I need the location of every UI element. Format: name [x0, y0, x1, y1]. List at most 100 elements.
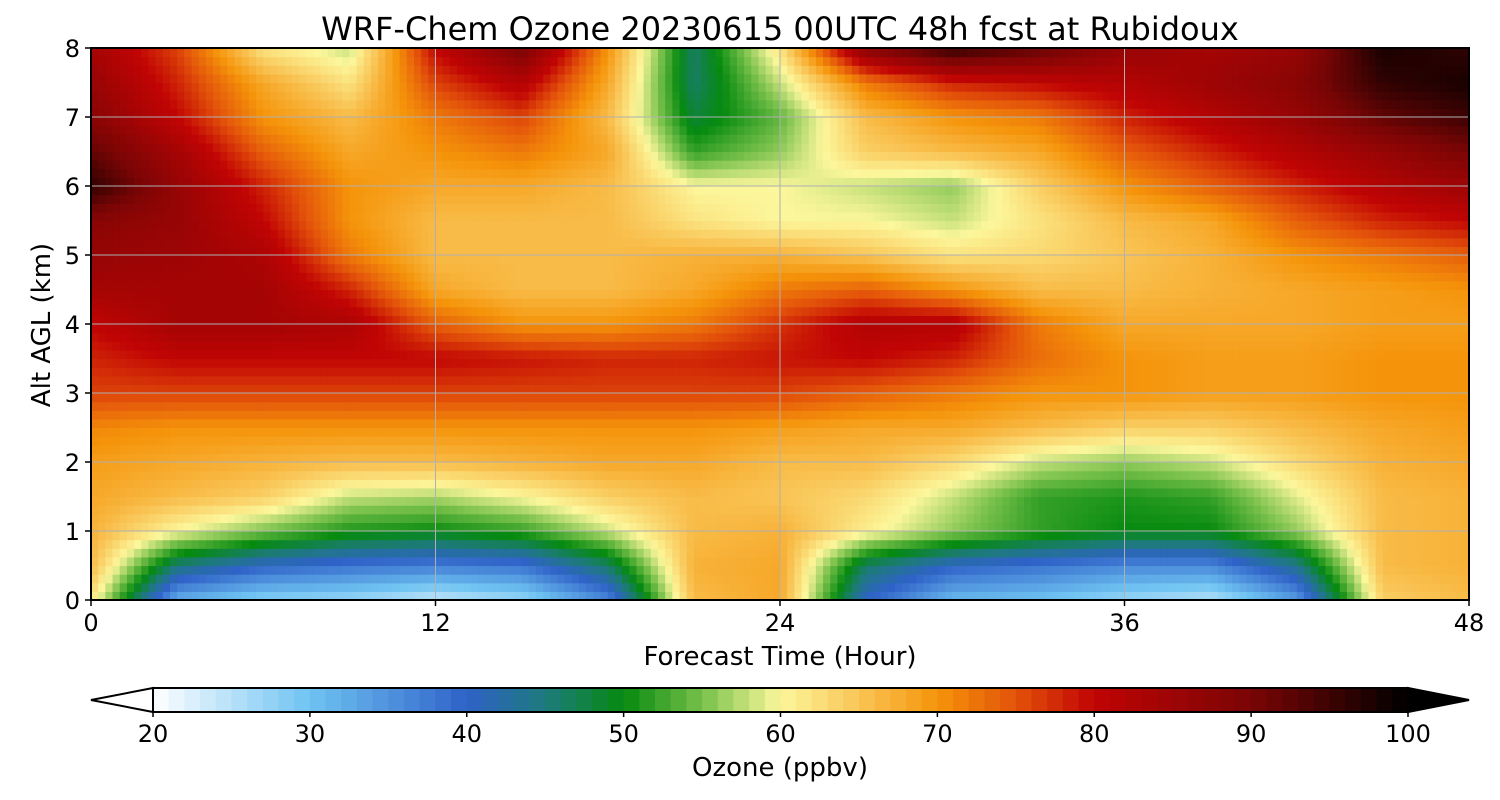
heatmap-cell [1440, 556, 1449, 567]
heatmap-cell [1440, 513, 1449, 523]
heatmap-cell [234, 548, 243, 558]
heatmap-cell [808, 522, 817, 532]
heatmap-cell [916, 410, 925, 420]
heatmap-cell [1332, 574, 1341, 584]
heatmap-cell [507, 513, 516, 523]
heatmap-cell [521, 479, 530, 489]
heatmap-cell [1296, 418, 1305, 429]
heatmap-cell [485, 427, 494, 437]
heatmap-cell [162, 479, 171, 489]
heatmap-cell [1339, 505, 1348, 515]
heatmap-cell [937, 401, 946, 411]
heatmap-cell [1016, 556, 1025, 567]
heatmap-cell [406, 565, 415, 575]
heatmap-cell [744, 513, 752, 523]
heatmap-cell [550, 487, 559, 498]
heatmap-cell [342, 565, 350, 575]
heatmap-cell [930, 556, 939, 567]
heatmap-cell [880, 401, 889, 411]
heatmap-cell [794, 505, 803, 515]
heatmap-cell [1138, 505, 1147, 515]
heatmap-cell [1217, 410, 1226, 420]
heatmap-cell [1232, 427, 1240, 437]
heatmap-cell [543, 496, 551, 506]
heatmap-cell [528, 548, 537, 558]
heatmap-cell [1138, 410, 1147, 420]
heatmap-cell [579, 444, 587, 454]
heatmap-cell [435, 539, 444, 549]
heatmap-cell [1146, 444, 1154, 454]
heatmap-cell [485, 531, 494, 541]
heatmap-cell [1174, 539, 1183, 549]
heatmap-cell [1081, 548, 1090, 558]
heatmap-cell [959, 513, 968, 523]
heatmap-cell [586, 453, 594, 463]
heatmap-cell [327, 418, 336, 429]
heatmap-cell [349, 548, 358, 558]
heatmap-cell [500, 436, 508, 446]
heatmap-cell [686, 487, 695, 498]
heatmap-cell [169, 565, 178, 575]
heatmap-cell [579, 479, 587, 489]
heatmap-cell [1074, 436, 1083, 446]
heatmap-cell [413, 513, 422, 523]
heatmap-cell [636, 410, 645, 420]
heatmap-cell [564, 513, 573, 523]
heatmap-cell [299, 487, 307, 498]
heatmap-cell [571, 401, 580, 411]
heatmap-cell [1411, 556, 1420, 567]
heatmap-cell [385, 401, 394, 411]
heatmap-cell [277, 513, 286, 523]
heatmap-cell [148, 496, 157, 506]
heatmap-cell [557, 462, 566, 472]
heatmap-cell [471, 582, 480, 592]
heatmap-cell [327, 375, 336, 385]
heatmap-cell [945, 393, 953, 403]
heatmap-cell [564, 548, 573, 558]
heatmap-cell [1110, 375, 1118, 385]
heatmap-cell [213, 470, 221, 480]
heatmap-cell [119, 375, 128, 385]
heatmap-cell [844, 401, 853, 411]
heatmap-cell [1189, 384, 1197, 394]
heatmap-cell [1117, 539, 1126, 549]
heatmap-cell [299, 418, 307, 429]
heatmap-cell [1425, 513, 1434, 523]
heatmap-cell [916, 574, 925, 584]
heatmap-cell [105, 556, 114, 567]
heatmap-cell [1174, 496, 1183, 506]
heatmap-cell [169, 591, 178, 601]
heatmap-cell [1196, 427, 1205, 437]
heatmap-cell [1325, 522, 1334, 532]
heatmap-cell [299, 539, 307, 549]
heatmap-cell [1067, 453, 1075, 463]
heatmap-cell [1067, 401, 1075, 411]
heatmap-cell [557, 496, 566, 506]
heatmap-cell [306, 496, 315, 506]
heatmap-cell [830, 591, 839, 601]
heatmap-cell [643, 539, 652, 549]
heatmap-cell [500, 565, 508, 575]
heatmap-cell [471, 522, 480, 532]
heatmap-cell [966, 531, 975, 541]
heatmap-cell [370, 531, 379, 541]
heatmap-cell [1268, 418, 1276, 429]
heatmap-cell [643, 513, 652, 523]
heatmap-cell [564, 565, 573, 575]
heatmap-cell [765, 487, 774, 498]
heatmap-cell [1303, 513, 1312, 523]
heatmap-cell [815, 531, 824, 541]
heatmap-cell [880, 505, 889, 515]
heatmap-cell [1461, 436, 1470, 446]
heatmap-cell [98, 531, 106, 541]
heatmap-cell [672, 410, 681, 420]
heatmap-cell [1368, 393, 1377, 403]
heatmap-cell [256, 531, 264, 541]
heatmap-cell [1440, 401, 1449, 411]
heatmap-cell [112, 384, 121, 394]
heatmap-cell [1461, 479, 1470, 489]
heatmap-cell [722, 453, 731, 463]
heatmap-cell [1239, 418, 1248, 429]
heatmap-cell [313, 539, 322, 549]
heatmap-cell [1009, 522, 1018, 532]
